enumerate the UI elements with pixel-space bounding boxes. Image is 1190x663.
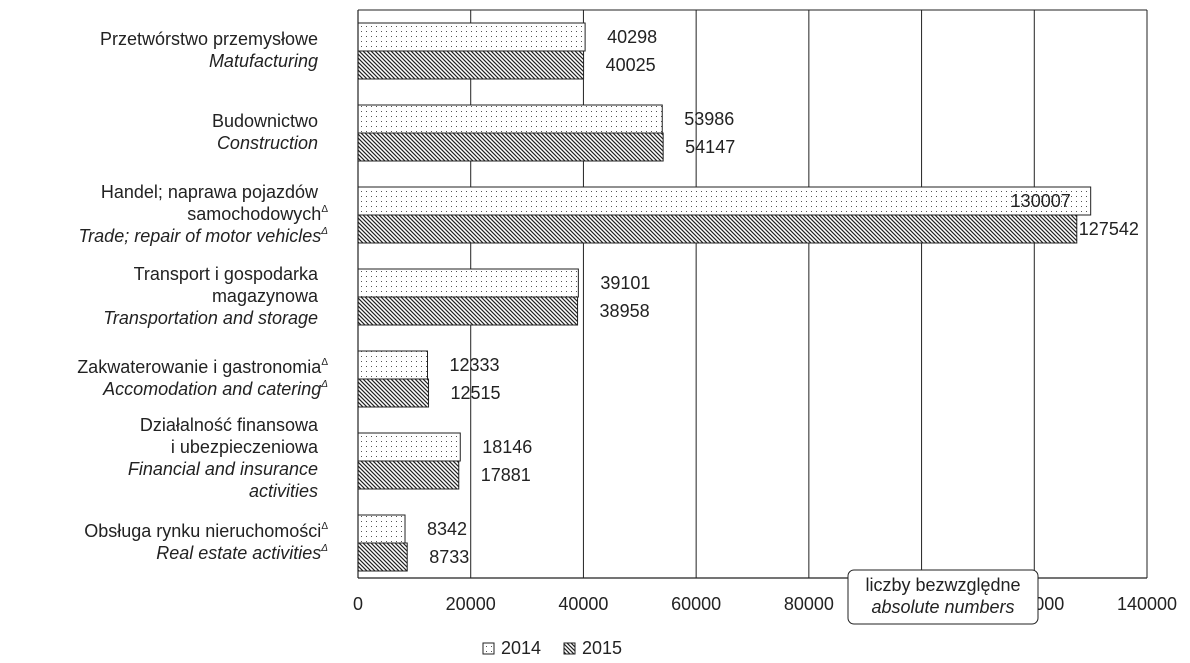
- value-label-2015-5: 12515: [451, 383, 501, 403]
- category-label-3-line-2: samochodowychΔ: [187, 204, 328, 224]
- x-tick-label: 140000: [1117, 594, 1177, 614]
- category-label-2-line-2: Construction: [217, 133, 318, 153]
- value-label-2015-3: 127542: [1079, 219, 1139, 239]
- footnote-mark: Δ: [321, 521, 328, 532]
- footnote-mark: Δ: [320, 379, 328, 390]
- bar-2014-3: [357, 186, 1092, 216]
- legend-swatch-2014: [482, 642, 495, 655]
- annotation-frame: [847, 569, 1039, 625]
- legend-swatch-2015: [563, 642, 576, 655]
- category-label-6-line-3: Financial and insurance: [128, 459, 318, 479]
- bar-2015-7: [357, 542, 408, 572]
- bar-2015-2: [357, 132, 664, 162]
- value-label-2014-2: 53986: [684, 109, 734, 129]
- category-label-6-line-1: Działalność finansowa: [140, 415, 319, 435]
- category-label-4-line-1: Transport i gospodarka: [134, 264, 319, 284]
- annotation-box: liczby bezwzględne absolute numbers: [847, 569, 1039, 625]
- value-label-2014-1: 40298: [607, 27, 657, 47]
- footnote-mark: Δ: [321, 357, 328, 368]
- category-label-6-line-4: activities: [249, 481, 318, 501]
- value-labels: 40298 53986 130007 39101 12333 18146 8342 40025…: [427, 27, 1139, 567]
- bars-group: [357, 22, 1092, 572]
- value-label-2014-4: 39101: [600, 273, 650, 293]
- x-tick-label: 60000: [671, 594, 721, 614]
- value-label-2014-3: 130007: [1011, 191, 1071, 211]
- value-label-2014-7: 8342: [427, 519, 467, 539]
- footnote-mark: Δ: [321, 204, 328, 215]
- annotation-line-1: liczby bezwzględne: [865, 575, 1020, 595]
- value-label-2015-2: 54147: [685, 137, 735, 157]
- x-tick-label: 0: [353, 594, 363, 614]
- category-label-4-line-3: Transportation and storage: [103, 308, 318, 328]
- bar-2014-1: [357, 22, 586, 52]
- value-label-2015-1: 40025: [606, 55, 656, 75]
- bar-2015-1: [357, 50, 585, 80]
- annotation-line-2: absolute numbers: [871, 597, 1014, 617]
- bar-2015-6: [357, 460, 460, 490]
- footnote-mark: Δ: [320, 543, 328, 554]
- bar-2015-5: [357, 378, 430, 408]
- value-label-2014-5: 12333: [450, 355, 500, 375]
- bar-2014-4: [357, 268, 579, 298]
- category-label-7-line-1: Obsługa rynku nieruchomościΔ: [84, 521, 328, 541]
- category-label-6-line-2: i ubezpieczeniowa: [171, 437, 319, 457]
- bar-2015-3: [357, 214, 1078, 244]
- category-label-3-line-3: Trade; repair of motor vehiclesΔ: [79, 226, 329, 246]
- category-label-7-line-2: Real estate activitiesΔ: [156, 543, 328, 563]
- footnote-mark: Δ: [320, 226, 328, 237]
- bar-2014-6: [357, 432, 461, 462]
- value-label-2014-6: 18146: [482, 437, 532, 457]
- value-label-2015-4: 38958: [600, 301, 650, 321]
- category-label-4-line-2: magazynowa: [212, 286, 319, 306]
- x-tick-label: 80000: [784, 594, 834, 614]
- x-tick-labels: 020000400006000080000100000120000140000: [353, 594, 1177, 614]
- category-label-2-line-1: Budownictwo: [212, 111, 318, 131]
- value-label-2015-6: 17881: [481, 465, 531, 485]
- x-tick-label: 40000: [558, 594, 608, 614]
- category-label-3-line-1: Handel; naprawa pojazdów: [101, 182, 319, 202]
- category-label-1-line-2: Matufacturing: [209, 51, 318, 71]
- x-tick-label: 20000: [446, 594, 496, 614]
- legend: 2014 2015: [482, 638, 622, 658]
- category-label-1-line-1: Przetwórstwo przemysłowe: [100, 29, 318, 49]
- category-label-5-line-2: Accomodation and cateringΔ: [102, 379, 328, 399]
- bar-2014-2: [357, 104, 663, 134]
- bar-2014-5: [357, 350, 429, 380]
- legend-label-2014: 2014: [501, 638, 541, 658]
- bar-2015-4: [357, 296, 579, 326]
- legend-label-2015: 2015: [582, 638, 622, 658]
- category-label-5-line-1: Zakwaterowanie i gastronomiaΔ: [77, 357, 328, 377]
- value-label-2015-7: 8733: [429, 547, 469, 567]
- bar-2014-7: [357, 514, 406, 544]
